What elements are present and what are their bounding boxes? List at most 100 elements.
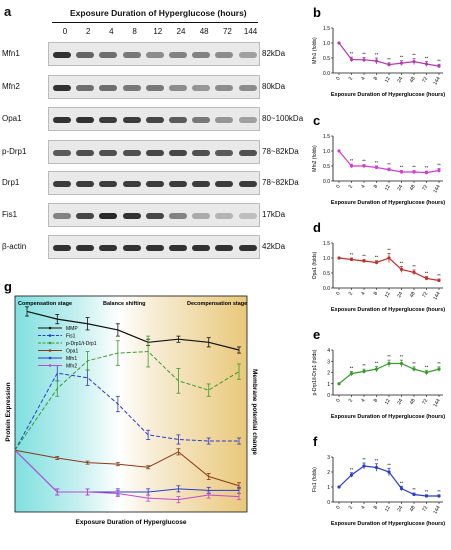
- x-tick-label: 2: [348, 184, 355, 190]
- panel-letter: e: [313, 327, 320, 342]
- x-tick-label: 0: [335, 291, 342, 297]
- data-point: [399, 61, 404, 65]
- series-line: [338, 150, 440, 174]
- blot-band: [192, 213, 211, 219]
- data-point: [387, 63, 391, 67]
- blot-strip: [48, 140, 260, 164]
- blot-band: [122, 245, 141, 251]
- x-tick-label: 8: [373, 184, 380, 190]
- series-line: [338, 42, 440, 67]
- significance-mark: **: [387, 248, 391, 253]
- blot-band: [53, 117, 71, 123]
- x-tick-label: 8: [373, 291, 380, 297]
- lane-label: 144: [243, 27, 258, 36]
- data-point: [412, 170, 416, 174]
- data-point: [412, 367, 416, 371]
- stage-label: Balance shifting: [103, 301, 145, 307]
- blot-band: [53, 85, 71, 91]
- significance-mark: **: [400, 354, 404, 359]
- blot-band: [238, 181, 257, 187]
- legend-label: p-Drp1/t-Drp1: [66, 341, 97, 347]
- legend-label: Mfn2: [66, 364, 77, 370]
- blot-band: [192, 117, 211, 123]
- data-point: [349, 57, 354, 62]
- series-line: [14, 449, 240, 501]
- y-tick-label: 2: [327, 470, 330, 476]
- lane-label: 72: [222, 27, 232, 36]
- y-axis-label: Mfn2 (folds): [312, 145, 318, 172]
- panel-letter: c: [313, 113, 320, 128]
- x-tick-label: 48: [409, 505, 417, 513]
- blot-band: [99, 117, 118, 123]
- blot-band: [99, 245, 118, 251]
- data-point: [399, 361, 404, 366]
- significance-mark: **: [350, 252, 354, 257]
- panel-letter: b: [313, 5, 321, 20]
- y-tick-label: 0.5: [323, 271, 330, 277]
- x-tick-label: 12: [384, 505, 392, 513]
- blot-band: [99, 150, 118, 156]
- blot-band: [145, 181, 164, 187]
- x-tick-label: 4: [360, 291, 367, 297]
- panel-a-letter: a: [4, 4, 12, 19]
- blot-band: [192, 245, 211, 251]
- x-tick-label: 24: [396, 184, 404, 192]
- x-tick-label: 0: [335, 398, 342, 404]
- significance-mark: **: [412, 487, 416, 492]
- blot-band: [215, 117, 234, 123]
- blot-kda-label: 82kDa: [262, 49, 286, 58]
- x-tick-label: 2: [348, 76, 355, 82]
- blot-band: [169, 150, 187, 156]
- blot-band: [99, 181, 118, 187]
- blot-band: [122, 213, 141, 219]
- blot-band: [215, 245, 234, 251]
- significance-mark: **: [425, 165, 429, 170]
- blot-band: [238, 150, 257, 156]
- data-point: [362, 369, 366, 373]
- blot-band: [145, 117, 164, 123]
- y-tick-label: 0.0: [323, 179, 330, 185]
- y-tick-label: 1.5: [323, 134, 330, 140]
- lane-label: 4: [109, 27, 114, 36]
- y-tick-label: 0: [327, 393, 330, 399]
- legend-marker: [48, 349, 52, 352]
- significance-mark: **: [437, 361, 441, 366]
- blot-band: [238, 85, 257, 91]
- x-tick-label: 48: [409, 398, 417, 406]
- y-axis-label: Mfn1 (folds): [312, 37, 318, 64]
- blot-band: [122, 85, 141, 91]
- blot-band: [169, 213, 187, 219]
- y-tick-label: 1.0: [323, 149, 330, 155]
- stage-background: [14, 295, 248, 513]
- data-point: [387, 361, 391, 366]
- significance-mark: **: [375, 458, 379, 463]
- x-tick-label: 8: [373, 505, 380, 511]
- legend-label: Fis1: [66, 334, 76, 340]
- data-point: [387, 168, 391, 172]
- blot-band: [215, 181, 234, 187]
- data-point: [412, 270, 416, 274]
- blot-strip: [48, 42, 260, 66]
- significance-mark: **: [375, 255, 379, 260]
- lane-label: 12: [153, 27, 163, 36]
- x-tick-label: 4: [360, 505, 367, 511]
- blot-band: [169, 181, 187, 187]
- panel-letter: f: [313, 434, 318, 449]
- significance-mark: **: [412, 165, 416, 170]
- x-axis-label: Exposure Duration of Hyperglucose (hours…: [331, 414, 445, 420]
- x-tick-label: 72: [421, 291, 429, 299]
- lane-label: 8: [132, 27, 137, 36]
- data-point: [337, 41, 341, 45]
- blot-band: [145, 213, 164, 219]
- y-tick-label: 3: [327, 359, 330, 365]
- x-tick-label: 144: [432, 291, 441, 301]
- significance-mark: **: [425, 271, 429, 276]
- x-tick-label: 12: [384, 291, 392, 299]
- blot-band: [53, 150, 71, 156]
- data-point: [437, 64, 441, 68]
- blot-band: [122, 52, 141, 58]
- legend-label: MMP: [66, 326, 78, 332]
- x-tick-label: 24: [396, 398, 404, 406]
- legend-marker: [48, 364, 52, 367]
- blot-band: [192, 85, 211, 91]
